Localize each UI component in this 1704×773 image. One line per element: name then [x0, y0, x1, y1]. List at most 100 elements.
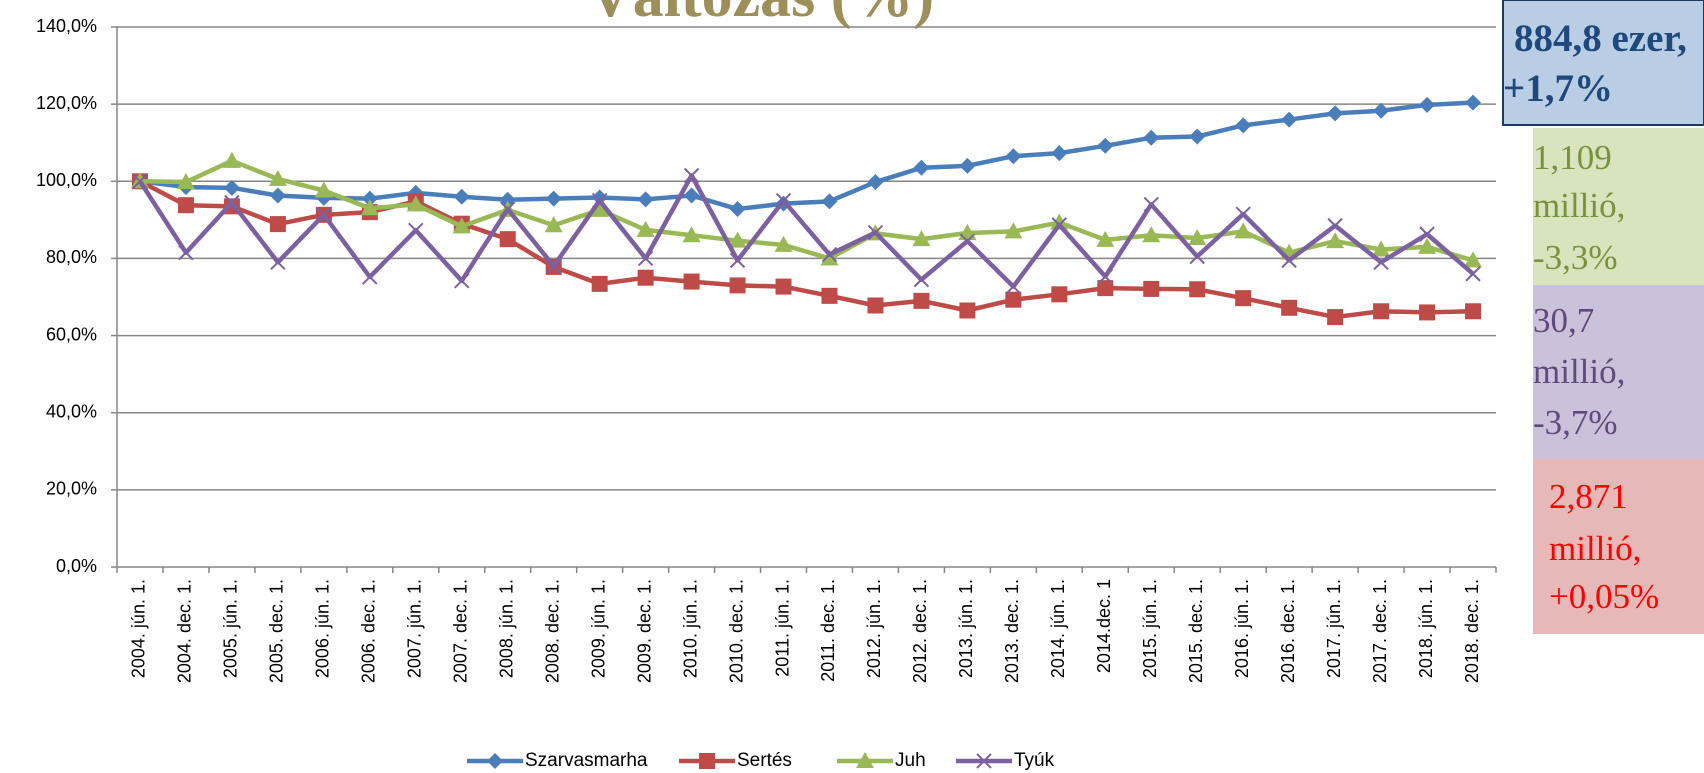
marker [1465, 266, 1481, 282]
annotation-text: -3,7% [1533, 403, 1618, 442]
marker [453, 188, 470, 205]
marker [454, 273, 470, 289]
x-tick-label: 2015. dec. 1. [1186, 579, 1206, 683]
x-tick-label: 2011. dec. 1. [818, 579, 838, 682]
marker [269, 187, 286, 204]
marker [821, 246, 838, 263]
marker [361, 190, 378, 207]
marker [590, 200, 609, 217]
x-tick-label: 2018. dec. 1. [1462, 579, 1482, 683]
marker [699, 753, 715, 769]
marker [1373, 254, 1389, 270]
marker [683, 167, 700, 184]
x-tick-label: 2012. dec. 1. [910, 579, 930, 683]
annotation-text: 30,7 [1533, 301, 1594, 340]
marker [1235, 206, 1251, 222]
x-tick-label: 2012. jún. 1. [864, 579, 884, 678]
marker [1235, 117, 1252, 134]
series-line [139, 158, 1474, 263]
y-tick-label: 0,0% [56, 556, 97, 576]
marker [591, 189, 608, 206]
x-tick-label: 2004. dec. 1. [175, 579, 195, 683]
marker [637, 269, 654, 286]
marker [223, 179, 240, 196]
marker [774, 235, 793, 252]
marker [1419, 226, 1435, 242]
x-tick-label: 2018. jún. 1. [1416, 579, 1436, 678]
marker [775, 278, 792, 295]
marker [408, 222, 424, 238]
marker [1372, 240, 1391, 257]
marker [545, 190, 562, 207]
x-tick-label: 2017. dec. 1. [1370, 579, 1390, 683]
marker [1418, 237, 1437, 254]
x-tick-label: 2007. jún. 1. [405, 579, 425, 678]
marker [683, 273, 700, 290]
annotation-text: +0,05% [1549, 577, 1659, 616]
marker [452, 217, 471, 234]
marker [959, 302, 976, 319]
marker [1143, 280, 1160, 297]
chart-title: Változás (%) [588, 0, 934, 30]
x-tick-label: 2004. jún. 1. [129, 579, 149, 678]
marker [1189, 281, 1206, 298]
marker [1142, 226, 1161, 243]
marker [362, 269, 378, 285]
marker [1327, 217, 1343, 234]
marker [913, 159, 930, 176]
y-tick-label: 100,0% [36, 170, 97, 190]
annotation-text: millió, [1533, 352, 1625, 391]
marker [1281, 299, 1298, 316]
marker [1005, 278, 1022, 295]
legend-label: Szarvasmarha [525, 750, 648, 771]
y-tick-label: 20,0% [46, 479, 97, 499]
marker [729, 252, 746, 269]
marker [1235, 290, 1252, 307]
annotation-text: 2,871 [1549, 477, 1628, 516]
y-tick-label: 40,0% [46, 401, 97, 421]
x-tick-label: 2010. jún. 1. [680, 579, 700, 678]
annotation-text: 1,109 [1533, 138, 1612, 177]
marker [729, 277, 746, 294]
x-tick-label: 2015. jún. 1. [1140, 579, 1160, 678]
x-tick-label: 2008. jún. 1. [496, 579, 516, 678]
marker [1188, 228, 1207, 245]
marker [591, 192, 608, 209]
marker [360, 199, 379, 216]
marker [1419, 96, 1436, 113]
y-tick-label: 80,0% [46, 247, 97, 267]
annotation-text: millió, [1549, 529, 1641, 568]
marker [913, 271, 930, 288]
marker [132, 173, 148, 189]
x-tick-label: 2006. jún. 1. [313, 579, 333, 678]
y-tick-label: 120,0% [36, 93, 97, 113]
x-tick-label: 2005. dec. 1. [267, 579, 287, 683]
x-tick-label: 2006. dec. 1. [359, 579, 379, 683]
marker [1189, 128, 1206, 145]
marker [1005, 291, 1022, 308]
marker [268, 169, 287, 186]
legend-label: Juh [895, 750, 926, 771]
marker [1143, 129, 1160, 146]
marker [1373, 303, 1390, 320]
x-tick-label: 2017. jún. 1. [1324, 579, 1344, 678]
marker [544, 216, 563, 233]
marker [1097, 280, 1114, 297]
marker [1050, 213, 1069, 230]
x-tick-label: 2013. jún. 1. [956, 579, 976, 678]
marker [821, 287, 838, 304]
marker [1097, 137, 1114, 154]
marker [1004, 222, 1023, 239]
x-tick-label: 2007. dec. 1. [451, 579, 471, 683]
annotation-box [1533, 128, 1704, 285]
marker [1051, 286, 1068, 303]
marker [314, 181, 333, 198]
marker [867, 174, 884, 191]
marker [637, 250, 654, 267]
marker [406, 195, 425, 212]
marker [867, 297, 884, 314]
marker [1234, 222, 1253, 239]
marker [728, 231, 747, 248]
x-tick-label: 2016. dec. 1. [1278, 579, 1298, 683]
marker [912, 230, 931, 247]
